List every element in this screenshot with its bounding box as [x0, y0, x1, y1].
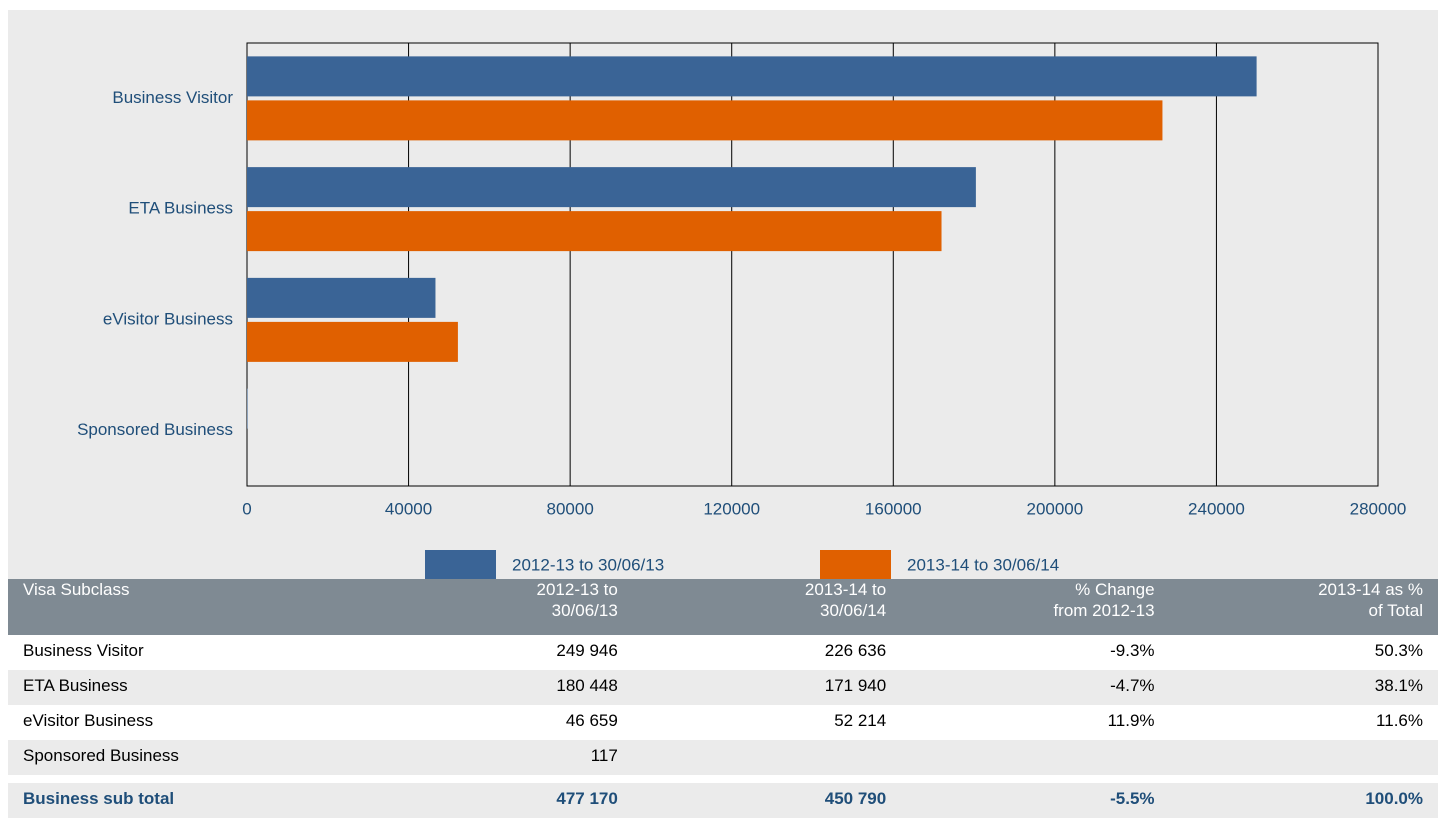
total-cell: 477 170: [364, 783, 633, 818]
table-row: eVisitor Business 46 659 52 214 11.9% 11.6%: [8, 705, 1438, 740]
header-text: 2013-14 to 30/06/14: [804, 580, 887, 620]
table-cell: Sponsored Business: [8, 740, 365, 775]
table-cell: -9.3%: [1110, 641, 1155, 660]
table-cell: 11.6%: [1376, 711, 1423, 730]
legend-swatch: [820, 550, 891, 579]
bar: [247, 167, 976, 208]
table-row: Sponsored Business 117: [8, 740, 1438, 775]
x-tick-label: 200000: [1026, 499, 1083, 518]
plot-border: [246, 42, 1379, 487]
x-tick-label: 80000: [547, 499, 594, 518]
bar: [247, 100, 1163, 141]
data-table: Visa Subclass 2012-13 to 30/06/13 2013-14 …: [8, 579, 1438, 818]
legend-label: 2012-13 to 30/06/13: [512, 555, 664, 574]
total-cell: 450 790: [632, 783, 902, 818]
x-tick-label: 240000: [1188, 499, 1245, 518]
x-tick-label: 160000: [865, 499, 922, 518]
header-row: Visa Subclass 2012-13 to 30/06/13 2013-14 …: [8, 579, 1438, 635]
header-text: Visa Subclass: [23, 580, 130, 599]
bar: [247, 277, 436, 318]
header-text: 2012-13 to 30/06/13: [536, 580, 618, 620]
column-header: Visa Subclass: [8, 579, 365, 635]
table-cell: 249 946: [556, 641, 618, 660]
y-tick-label: ETA Business: [128, 199, 233, 218]
column-header: 2012-13 to 30/06/13: [364, 579, 633, 635]
y-tick-label: Business Visitor: [112, 88, 233, 107]
table-cell: 50.3%: [1374, 641, 1423, 660]
bar: [247, 211, 942, 252]
table-row: ETA Business 180 448 171 940 -4.7% 38.1%: [8, 670, 1438, 705]
column-header: % Change from 2012-13: [901, 579, 1170, 635]
bar: [247, 321, 458, 362]
table-row: Business Visitor 249 946 226 636 -9.3% 50.3%: [8, 635, 1438, 670]
bar: [247, 56, 1257, 97]
table-cell: Business Visitor: [23, 641, 144, 660]
x-tick-label: 0: [242, 499, 251, 518]
table-cell: ETA Business: [8, 670, 365, 705]
chart: 0 40000 80000 120000 160000 200000 240000 28000…: [8, 10, 1438, 580]
table-cell: 11.9%: [1107, 711, 1155, 730]
column-header: 2013-14 as % of Total: [1169, 579, 1438, 635]
header-text: 2013-14 as % of Total: [1318, 580, 1423, 620]
header-text: % Change from 2012-13: [1053, 580, 1155, 620]
table-cell: 38.1%: [1169, 670, 1438, 705]
table-cell: eVisitor Business: [23, 711, 154, 730]
total-row: Business sub total 477 170 450 790 -5.5% 100…: [8, 783, 1438, 818]
y-tick-label: Sponsored Business: [77, 420, 233, 439]
x-tick-label: 280000: [1350, 499, 1407, 518]
table-cell: 180 448: [364, 670, 633, 705]
column-header: 2013-14 to 30/06/14: [632, 579, 902, 635]
spacer-row: [8, 775, 1438, 783]
table-cell: 171 940: [632, 670, 902, 705]
total-cell: 100.0%: [1169, 783, 1438, 818]
total-cell: Business sub total: [8, 783, 365, 818]
table-cell: [901, 740, 1170, 775]
legend-swatch: [425, 550, 496, 579]
table-cell: 52 214: [834, 711, 887, 730]
x-tick-label: 40000: [385, 499, 432, 518]
x-tick-label: 120000: [703, 499, 760, 518]
table-cell: -4.7%: [901, 670, 1170, 705]
table-cell: 117: [364, 740, 633, 775]
y-tick-label: eVisitor Business: [103, 309, 233, 328]
spacer-cell: [8, 775, 1438, 783]
table-cell: [632, 740, 902, 775]
table-cell: 46 659: [565, 711, 618, 730]
table-cell: 226 636: [824, 641, 887, 660]
table-cell: [1169, 740, 1438, 775]
legend-label: 2013-14 to 30/06/14: [907, 555, 1059, 574]
total-cell: -5.5%: [901, 783, 1170, 818]
